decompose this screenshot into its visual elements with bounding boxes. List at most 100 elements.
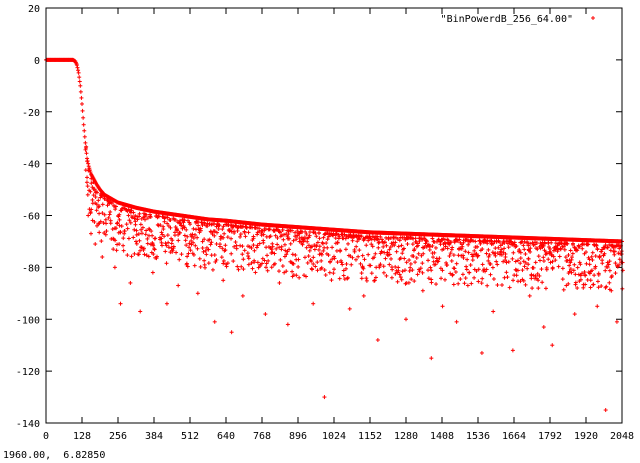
data-point	[575, 265, 580, 270]
data-point	[490, 265, 495, 270]
data-point	[192, 263, 197, 268]
data-point	[456, 253, 461, 258]
data-point	[316, 230, 321, 235]
data-point	[278, 257, 283, 262]
data-point	[443, 277, 448, 282]
data-point	[182, 218, 187, 223]
data-point	[301, 273, 306, 278]
data-point	[295, 229, 300, 234]
data-point	[339, 260, 344, 265]
data-point	[95, 223, 100, 228]
data-point	[77, 79, 82, 84]
data-point	[219, 234, 224, 239]
data-point	[295, 233, 300, 238]
data-point	[580, 246, 585, 251]
data-point	[319, 258, 324, 263]
data-point	[359, 271, 364, 276]
data-point	[100, 255, 105, 259]
data-point	[323, 273, 328, 278]
data-point	[283, 248, 288, 253]
data-point	[304, 245, 309, 250]
data-point	[84, 144, 89, 149]
data-point	[412, 279, 417, 284]
data-point	[549, 240, 554, 245]
data-point	[332, 254, 337, 259]
x-tick-label: 1152	[358, 431, 382, 442]
data-point	[326, 253, 331, 258]
data-point	[163, 241, 168, 246]
data-point	[518, 261, 523, 266]
data-point	[603, 408, 608, 413]
data-point	[520, 268, 525, 273]
data-markers	[44, 57, 625, 413]
data-point	[117, 212, 122, 217]
data-point	[82, 134, 87, 139]
data-point	[440, 304, 445, 309]
data-point	[293, 253, 298, 258]
data-point	[325, 245, 330, 250]
data-point	[99, 239, 104, 244]
data-point	[77, 75, 82, 80]
data-point	[261, 232, 266, 237]
data-point	[566, 253, 571, 258]
data-point	[454, 319, 459, 324]
data-point	[127, 218, 132, 223]
data-point	[85, 192, 90, 197]
data-point	[293, 230, 298, 235]
y-tick-label: -120	[16, 367, 40, 378]
data-point	[322, 268, 327, 273]
data-point	[185, 234, 190, 239]
data-point	[389, 256, 394, 261]
data-point	[240, 293, 245, 298]
data-point	[480, 276, 485, 281]
data-point	[270, 241, 275, 246]
data-point	[210, 267, 215, 272]
data-point	[100, 211, 105, 216]
data-point	[79, 95, 84, 100]
data-point	[317, 236, 322, 241]
data-point	[382, 240, 387, 245]
data-point	[136, 214, 141, 219]
data-point	[217, 223, 222, 228]
data-point	[315, 268, 320, 273]
data-point	[190, 232, 195, 237]
data-point	[83, 147, 88, 152]
data-point	[174, 226, 179, 231]
data-point	[369, 242, 374, 247]
data-point	[238, 232, 243, 237]
data-point	[583, 273, 588, 278]
data-point	[305, 260, 310, 265]
data-point	[265, 268, 270, 273]
data-point	[164, 243, 169, 248]
data-point	[473, 239, 478, 244]
data-point	[242, 229, 247, 234]
data-point	[170, 248, 175, 253]
data-point	[203, 248, 208, 253]
data-point	[505, 275, 510, 280]
data-point	[277, 280, 282, 285]
data-point	[510, 256, 515, 261]
data-point	[75, 65, 80, 70]
data-point	[372, 278, 377, 283]
data-point	[209, 240, 214, 245]
data-point	[587, 262, 592, 267]
data-point	[176, 238, 181, 243]
data-point	[306, 243, 311, 248]
data-point	[321, 248, 326, 253]
data-point	[117, 217, 122, 222]
data-point	[359, 276, 364, 281]
legend-label: "BinPowerdB_256_64.00"	[441, 14, 573, 25]
data-point	[275, 242, 280, 247]
data-point	[353, 257, 358, 262]
data-point	[191, 226, 196, 231]
data-point	[378, 234, 383, 239]
data-point	[107, 212, 112, 217]
y-tick-label: -20	[22, 108, 40, 119]
data-point	[229, 330, 234, 335]
data-point	[144, 228, 149, 233]
x-tick-label: 128	[73, 431, 91, 442]
data-point	[144, 212, 149, 217]
data-point	[86, 213, 91, 218]
data-point	[315, 260, 320, 265]
x-tick-label: 1920	[574, 431, 598, 442]
